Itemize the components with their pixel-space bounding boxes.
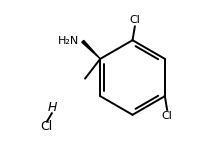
Text: Cl: Cl: [129, 15, 140, 25]
Text: Cl: Cl: [162, 111, 172, 121]
Text: Cl: Cl: [41, 120, 53, 133]
Text: H₂N: H₂N: [58, 36, 79, 46]
Polygon shape: [82, 40, 100, 59]
Text: H: H: [47, 101, 56, 114]
